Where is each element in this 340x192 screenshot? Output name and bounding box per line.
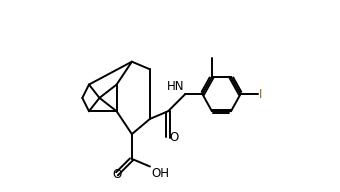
Text: O: O — [112, 168, 121, 181]
Text: I: I — [259, 88, 262, 101]
Text: HN: HN — [167, 80, 184, 93]
Text: OH: OH — [151, 167, 169, 180]
Text: O: O — [169, 132, 178, 144]
